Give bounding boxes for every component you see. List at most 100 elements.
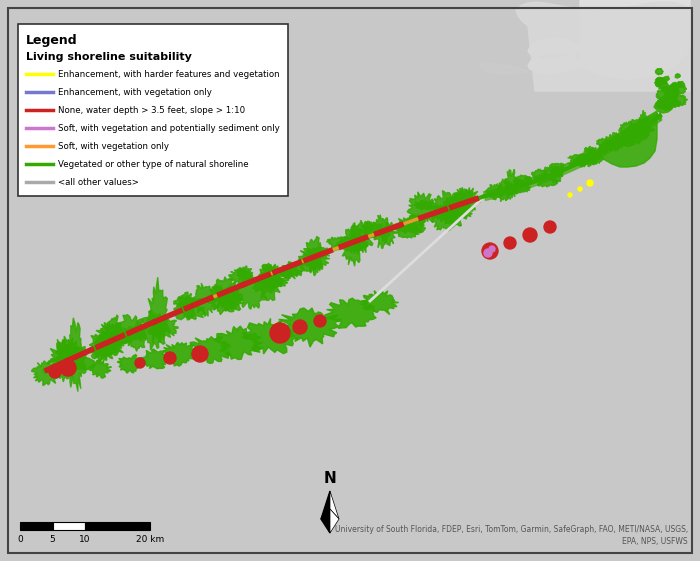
Polygon shape bbox=[350, 233, 360, 241]
Text: 5: 5 bbox=[50, 535, 55, 544]
Polygon shape bbox=[617, 140, 636, 147]
Polygon shape bbox=[121, 322, 146, 351]
Polygon shape bbox=[303, 252, 330, 257]
Polygon shape bbox=[192, 283, 218, 316]
Polygon shape bbox=[65, 318, 87, 392]
Polygon shape bbox=[430, 204, 458, 231]
Polygon shape bbox=[283, 261, 304, 277]
Polygon shape bbox=[505, 169, 517, 197]
Circle shape bbox=[523, 228, 537, 242]
Circle shape bbox=[544, 221, 556, 233]
Polygon shape bbox=[585, 147, 601, 164]
Polygon shape bbox=[252, 264, 285, 300]
Polygon shape bbox=[598, 111, 657, 167]
Polygon shape bbox=[372, 215, 390, 249]
Polygon shape bbox=[116, 333, 134, 343]
Polygon shape bbox=[281, 269, 292, 279]
Polygon shape bbox=[655, 79, 662, 84]
Polygon shape bbox=[664, 76, 669, 81]
Polygon shape bbox=[676, 73, 680, 78]
Polygon shape bbox=[628, 119, 648, 127]
Polygon shape bbox=[513, 175, 532, 186]
Polygon shape bbox=[497, 179, 513, 201]
Circle shape bbox=[60, 360, 76, 376]
Text: Soft, with vegetation only: Soft, with vegetation only bbox=[58, 141, 169, 150]
Polygon shape bbox=[341, 223, 363, 266]
Circle shape bbox=[587, 180, 593, 186]
Polygon shape bbox=[665, 98, 669, 101]
Polygon shape bbox=[330, 491, 339, 519]
Polygon shape bbox=[118, 355, 142, 373]
Polygon shape bbox=[190, 337, 230, 364]
Polygon shape bbox=[32, 360, 60, 385]
Polygon shape bbox=[454, 187, 473, 210]
Circle shape bbox=[135, 358, 145, 368]
Polygon shape bbox=[552, 169, 563, 176]
Circle shape bbox=[578, 187, 582, 191]
Polygon shape bbox=[47, 357, 96, 370]
Polygon shape bbox=[89, 360, 111, 378]
Text: Legend: Legend bbox=[26, 34, 78, 47]
Text: N: N bbox=[323, 471, 337, 486]
Polygon shape bbox=[598, 142, 620, 150]
Polygon shape bbox=[214, 277, 239, 309]
Polygon shape bbox=[580, 0, 690, 79]
Text: Enhancement, with vegetation only: Enhancement, with vegetation only bbox=[58, 88, 212, 96]
Polygon shape bbox=[568, 154, 592, 162]
Circle shape bbox=[164, 352, 176, 364]
Polygon shape bbox=[441, 204, 460, 219]
Polygon shape bbox=[148, 327, 165, 335]
Polygon shape bbox=[321, 509, 330, 533]
Polygon shape bbox=[206, 289, 244, 315]
Polygon shape bbox=[174, 301, 205, 320]
Polygon shape bbox=[665, 83, 678, 101]
Polygon shape bbox=[448, 204, 475, 218]
Polygon shape bbox=[150, 318, 178, 337]
Polygon shape bbox=[577, 160, 587, 167]
Polygon shape bbox=[660, 100, 673, 111]
Polygon shape bbox=[234, 274, 267, 309]
Polygon shape bbox=[335, 237, 368, 252]
Polygon shape bbox=[146, 277, 170, 343]
Circle shape bbox=[568, 193, 572, 197]
Polygon shape bbox=[654, 93, 674, 113]
Polygon shape bbox=[178, 292, 195, 310]
Polygon shape bbox=[516, 2, 690, 91]
Polygon shape bbox=[139, 311, 165, 350]
Polygon shape bbox=[89, 330, 120, 361]
Polygon shape bbox=[550, 165, 564, 183]
Polygon shape bbox=[305, 236, 324, 276]
Polygon shape bbox=[672, 94, 687, 107]
Polygon shape bbox=[619, 122, 637, 136]
Polygon shape bbox=[453, 187, 481, 213]
Polygon shape bbox=[261, 276, 289, 287]
Polygon shape bbox=[549, 163, 566, 168]
Polygon shape bbox=[440, 193, 467, 228]
Polygon shape bbox=[567, 162, 585, 165]
Text: Vegetated or other type of natural shoreline: Vegetated or other type of natural shore… bbox=[58, 159, 248, 168]
Circle shape bbox=[504, 237, 516, 249]
Text: Living shoreline suitability: Living shoreline suitability bbox=[26, 52, 192, 62]
Bar bbox=[52, 522, 85, 530]
Circle shape bbox=[314, 315, 326, 327]
Polygon shape bbox=[656, 77, 664, 83]
Polygon shape bbox=[671, 82, 680, 89]
Text: 0: 0 bbox=[17, 535, 23, 544]
Polygon shape bbox=[662, 86, 669, 92]
Polygon shape bbox=[666, 85, 680, 96]
Text: Soft, with vegetation and potentially sediment only: Soft, with vegetation and potentially se… bbox=[58, 123, 280, 132]
Polygon shape bbox=[531, 169, 546, 180]
Polygon shape bbox=[407, 192, 437, 227]
Polygon shape bbox=[181, 306, 195, 319]
Polygon shape bbox=[575, 154, 590, 164]
Bar bbox=[85, 522, 150, 530]
Polygon shape bbox=[363, 221, 375, 232]
Polygon shape bbox=[55, 336, 83, 378]
Polygon shape bbox=[349, 220, 374, 254]
Polygon shape bbox=[298, 247, 330, 270]
Polygon shape bbox=[656, 99, 669, 109]
Text: Enhancement, with harder features and vegetation: Enhancement, with harder features and ve… bbox=[58, 70, 279, 79]
Polygon shape bbox=[321, 491, 330, 519]
Polygon shape bbox=[605, 133, 623, 151]
Text: None, water depth > 3.5 feet, slope > 1:10: None, water depth > 3.5 feet, slope > 1:… bbox=[58, 105, 245, 114]
